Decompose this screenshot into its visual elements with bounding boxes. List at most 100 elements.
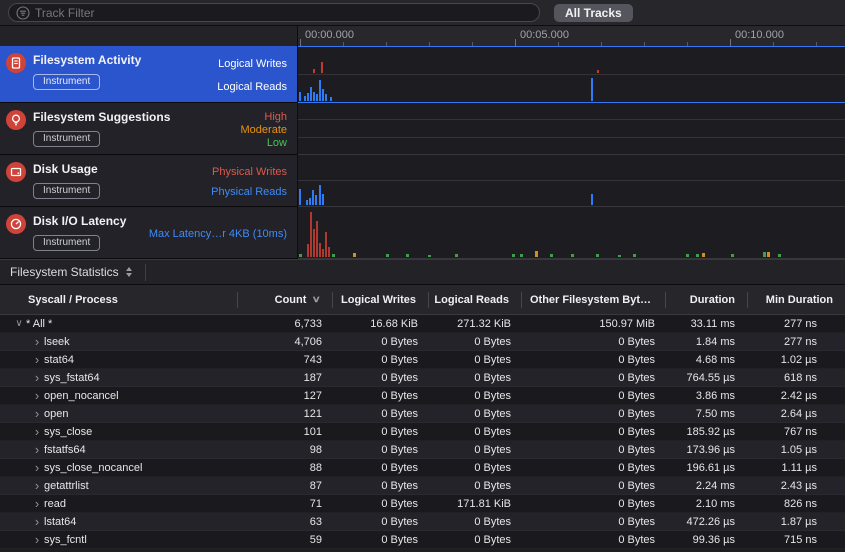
value-cell-logical-writes: 0 Bytes: [381, 515, 418, 528]
ruler-tick: [515, 39, 516, 46]
value-cell-min-duration: 1.11 µs: [781, 461, 818, 474]
data-spike: [307, 244, 309, 257]
value-cell-other-filesystem-byt: 0 Bytes: [618, 443, 655, 456]
data-dot: [618, 255, 621, 257]
value-cell-other-filesystem-byt: 0 Bytes: [618, 389, 655, 402]
disclosure-collapsed-icon[interactable]: ›: [34, 371, 40, 384]
ruler-tick: [558, 42, 559, 46]
track-header-filesystem-suggestions[interactable]: Filesystem Suggestions Instrument High Mode…: [0, 103, 298, 155]
ruler-tick: [472, 42, 473, 46]
value-cell-count: 59: [309, 533, 322, 546]
lane-labels: Max Latency…r 4KB (10ms): [149, 214, 289, 254]
value-cell-logical-writes: 0 Bytes: [381, 497, 418, 510]
ruler-tick: [386, 42, 387, 46]
chart-lane-physical-reads: [298, 180, 845, 206]
track-header-spacer: [0, 26, 298, 46]
track-title: Filesystem Activity: [33, 53, 142, 67]
all-tracks-button[interactable]: All Tracks: [554, 3, 633, 22]
value-cell-logical-writes: 16.68 KiB: [370, 317, 418, 330]
table-row-open[interactable]: › open 121 0 Bytes 0 Bytes 0 Bytes 7.50 ms 2.64…: [0, 405, 845, 423]
column-header-label: Logical Writes: [341, 293, 416, 306]
track-row-filesystem-suggestions[interactable]: Filesystem Suggestions Instrument High Mode…: [0, 103, 845, 155]
value-cell-duration: 472.26 µs: [686, 515, 735, 528]
disclosure-collapsed-icon[interactable]: ›: [34, 515, 40, 528]
column-header-logical-reads[interactable]: Logical Reads: [428, 291, 521, 308]
chart-lane-low: [298, 136, 845, 154]
table-row-open-nocancel[interactable]: › open_nocancel 127 0 Bytes 0 Bytes 0 Bytes 3.…: [0, 387, 845, 405]
table-row-all[interactable]: ∨ * All * 6,733 16.68 KiB 271.32 KiB 150.97 M…: [0, 315, 845, 333]
value-cell-count: 4,706: [294, 335, 322, 348]
track-row-filesystem-activity[interactable]: Filesystem Activity Instrument Logical Wri…: [0, 46, 845, 103]
table-row-stat64[interactable]: › stat64 743 0 Bytes 0 Bytes 0 Bytes 4.68 ms 1.…: [0, 351, 845, 369]
column-header-duration[interactable]: Duration: [665, 291, 747, 308]
ruler-tick: [730, 39, 731, 46]
track-filter-input[interactable]: [35, 5, 532, 20]
lane-label-logical-reads: Logical Reads: [217, 80, 287, 93]
value-cell-duration: 2.10 ms: [695, 497, 735, 510]
disclosure-collapsed-icon[interactable]: ›: [34, 443, 40, 456]
table-row-sys-fstat64[interactable]: › sys_fstat64 187 0 Bytes 0 Bytes 0 Bytes 764.…: [0, 369, 845, 387]
syscall-name: open: [44, 407, 69, 420]
disclosure-collapsed-icon[interactable]: ›: [34, 479, 40, 492]
value-cell-count: 187: [303, 371, 322, 384]
disclosure-collapsed-icon[interactable]: ›: [34, 533, 40, 546]
column-header-other-filesystem-byt[interactable]: Other Filesystem Byt…: [521, 291, 665, 308]
value-cell-duration: 99.36 µs: [692, 533, 735, 546]
table-row-read[interactable]: › read 71 0 Bytes 171.81 KiB 0 Bytes 2.10 ms 82…: [0, 495, 845, 513]
data-spike: [299, 92, 301, 101]
value-cell-count: 6,733: [294, 317, 322, 330]
detail-view-selector[interactable]: Filesystem Statistics: [10, 265, 132, 279]
data-dot: [702, 253, 705, 257]
value-cell-logical-writes: 0 Bytes: [381, 335, 418, 348]
track-chart-disk-i-o-latency[interactable]: [298, 207, 845, 259]
table-row-sys-close-nocancel[interactable]: › sys_close_nocancel 88 0 Bytes 0 Bytes 0 Byt…: [0, 459, 845, 477]
disclosure-collapsed-icon[interactable]: ›: [34, 353, 40, 366]
disclosure-expanded-icon[interactable]: ∨: [15, 318, 23, 329]
data-spike: [322, 249, 324, 257]
table-row-lstat64[interactable]: › lstat64 63 0 Bytes 0 Bytes 0 Bytes 472.26 µs…: [0, 513, 845, 531]
table-row-fstatfs64[interactable]: › fstatfs64 98 0 Bytes 0 Bytes 0 Bytes 173.96 …: [0, 441, 845, 459]
table-row-lseek[interactable]: › lseek 4,706 0 Bytes 0 Bytes 0 Bytes 1.84 ms 2…: [0, 333, 845, 351]
track-header-disk-i-o-latency[interactable]: Disk I/O Latency Instrument Max Latency…r …: [0, 207, 298, 259]
value-cell-min-duration: 277 ns: [783, 317, 817, 330]
disclosure-collapsed-icon[interactable]: ›: [34, 407, 40, 420]
value-cell-duration: 185.92 µs: [686, 425, 735, 438]
table-row-sys-close[interactable]: › sys_close 101 0 Bytes 0 Bytes 0 Bytes 185.92…: [0, 423, 845, 441]
column-header-count[interactable]: Count ∨: [237, 291, 332, 308]
track-row-disk-i-o-latency[interactable]: Disk I/O Latency Instrument Max Latency…r …: [0, 207, 845, 259]
track-header-disk-usage[interactable]: Disk Usage Instrument Physical Writes Physi…: [0, 155, 298, 207]
data-dot: [520, 254, 523, 257]
track-chart-disk-usage[interactable]: [298, 155, 845, 207]
disclosure-collapsed-icon[interactable]: ›: [34, 425, 40, 438]
disclosure-collapsed-icon[interactable]: ›: [34, 461, 40, 474]
value-cell-duration: 3.86 ms: [695, 389, 735, 402]
value-cell-logical-reads: 0 Bytes: [474, 389, 511, 402]
chart-lane-logical-reads: [298, 74, 845, 102]
disclosure-collapsed-icon[interactable]: ›: [34, 497, 40, 510]
syscall-name: lstat64: [44, 515, 77, 528]
column-header-logical-writes[interactable]: Logical Writes: [332, 291, 428, 308]
data-spike: [313, 92, 315, 101]
track-title: Disk I/O Latency: [33, 214, 127, 228]
track-chart-filesystem-activity[interactable]: [298, 46, 845, 103]
instrument-badge: Instrument: [33, 74, 101, 90]
disclosure-collapsed-icon[interactable]: ›: [34, 389, 40, 402]
value-cell-duration: 4.68 ms: [695, 353, 735, 366]
track-filter-field[interactable]: [8, 3, 540, 22]
data-dot: [778, 254, 781, 257]
data-spike: [325, 232, 327, 257]
disclosure-collapsed-icon[interactable]: ›: [34, 335, 40, 348]
table-row-sys-fcntl[interactable]: › sys_fcntl 59 0 Bytes 0 Bytes 0 Bytes 99.36 µ…: [0, 531, 845, 549]
table-row-getattrlist[interactable]: › getattrlist 87 0 Bytes 0 Bytes 0 Bytes 2.24 …: [0, 477, 845, 495]
timeline-ruler[interactable]: 00:00.000 00:05.000 00:10.000: [298, 26, 845, 46]
value-cell-logical-writes: 0 Bytes: [381, 479, 418, 492]
value-cell-logical-reads: 0 Bytes: [474, 515, 511, 528]
column-header-syscall-process[interactable]: Syscall / Process: [0, 292, 237, 308]
value-cell-logical-reads: 0 Bytes: [474, 335, 511, 348]
syscall-name: read: [44, 497, 67, 510]
column-header-min-duration[interactable]: Min Duration: [747, 291, 845, 308]
value-cell-logical-reads: 0 Bytes: [474, 479, 511, 492]
track-header-filesystem-activity[interactable]: Filesystem Activity Instrument Logical Wri…: [0, 46, 298, 103]
track-row-disk-usage[interactable]: Disk Usage Instrument Physical Writes Physi…: [0, 155, 845, 207]
track-chart-filesystem-suggestions[interactable]: [298, 103, 845, 155]
